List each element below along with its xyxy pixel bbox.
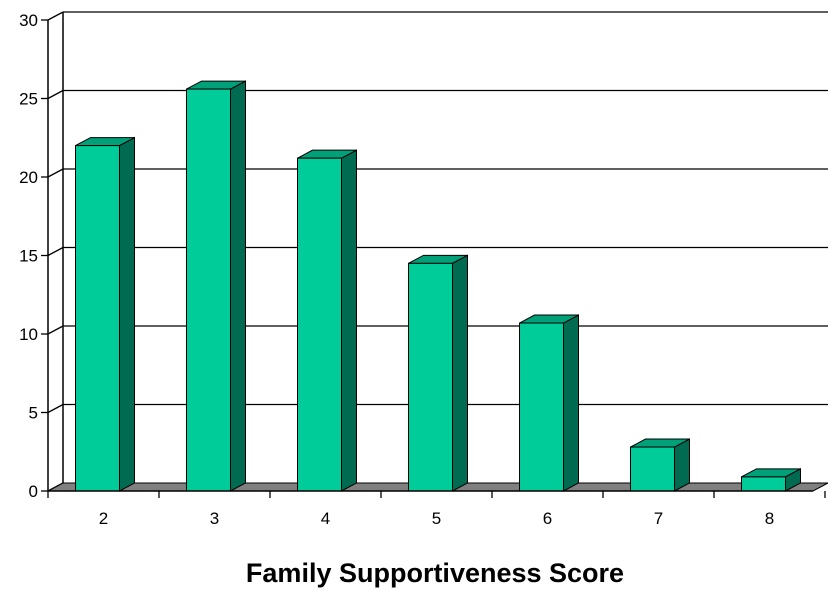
y-tick-label: 20	[19, 168, 38, 187]
x-tick-label: 8	[765, 509, 774, 528]
x-tick-label: 4	[321, 509, 330, 528]
x-tick-label: 2	[99, 509, 108, 528]
x-tick-label: 3	[210, 509, 219, 528]
gridline-connector	[47, 168, 64, 178]
gridline-connector	[47, 11, 64, 21]
bar-side	[230, 80, 246, 492]
bar-side	[563, 314, 579, 492]
bar-side	[452, 254, 468, 492]
x-tick-label: 5	[432, 509, 441, 528]
bar-side	[674, 438, 690, 492]
bar-side	[119, 136, 135, 492]
gridline-connector	[47, 325, 64, 335]
bar-front	[75, 145, 120, 492]
y-tick-label: 30	[19, 11, 38, 30]
bar-front	[408, 262, 453, 492]
bar-8	[741, 468, 801, 492]
x-tick-label: 7	[654, 509, 663, 528]
x-tick-label: 6	[543, 509, 552, 528]
bars-layer	[75, 80, 801, 492]
y-tick-label: 25	[19, 90, 38, 109]
bar-4	[297, 149, 357, 492]
gridline-connector	[47, 403, 64, 414]
bar-side	[341, 149, 357, 492]
gridline-connector	[47, 246, 64, 257]
bar-6	[519, 314, 579, 492]
bar-2	[75, 136, 135, 492]
y-tick-label: 5	[29, 404, 38, 423]
bar-front	[741, 476, 786, 492]
y-tick-label: 10	[19, 325, 38, 344]
bar-front	[186, 88, 231, 492]
bar-front	[297, 157, 342, 492]
y-tick-label: 15	[19, 247, 38, 266]
bar-7	[630, 438, 690, 492]
bar-front	[519, 322, 564, 492]
axis-layer: 0 5 10 15 20 25 30 2 3 4 5 6 7 8	[19, 11, 826, 528]
gridline-connector	[47, 89, 64, 100]
bar-3	[186, 80, 246, 492]
bar-front	[630, 446, 675, 492]
x-axis-title: Family Supportiveness Score	[246, 558, 624, 588]
y-tick-label: 0	[29, 482, 38, 501]
bar-5	[408, 254, 468, 492]
